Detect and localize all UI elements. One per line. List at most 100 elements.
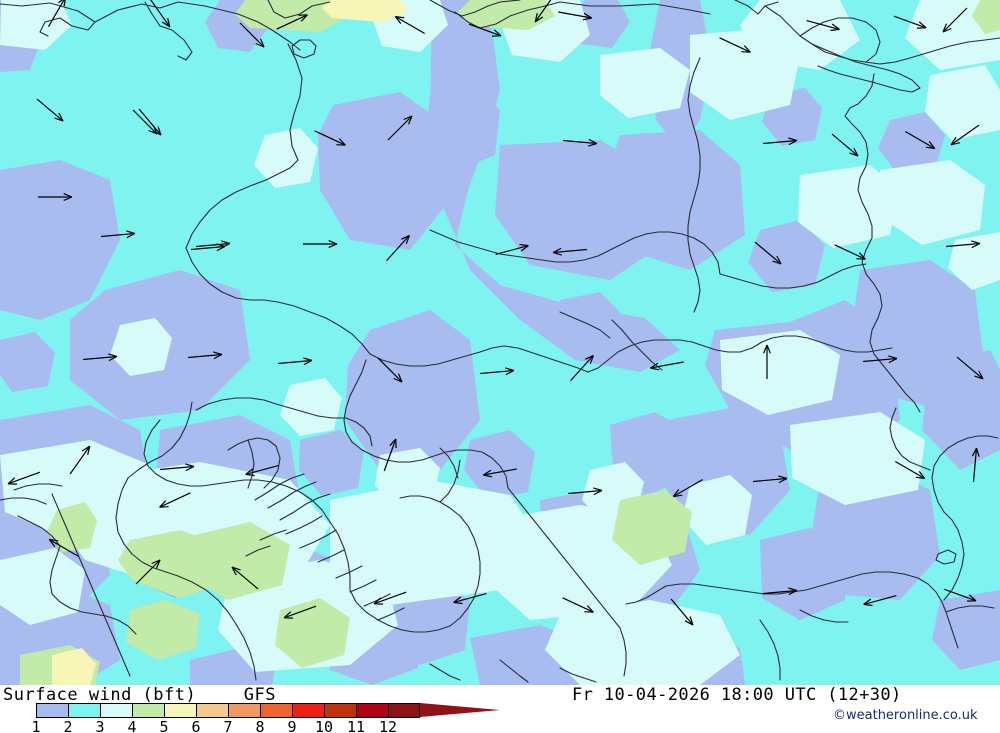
wind-arrow-icon xyxy=(377,357,403,383)
legend-overflow-arrow xyxy=(420,703,500,717)
wind-arrow-icon xyxy=(453,593,487,605)
wind-arrow-icon xyxy=(563,138,598,147)
wind-arrow-icon xyxy=(69,445,91,475)
wind-arrow-icon xyxy=(314,130,346,146)
legend-swatch-10[interactable] xyxy=(324,703,356,718)
wind-arrow-icon xyxy=(719,37,751,53)
wind-arrow-icon xyxy=(670,598,694,626)
copyright-notice: ©weatheronline.co.uk xyxy=(833,708,978,723)
legend-tick-5: 5 xyxy=(159,718,169,733)
legend-model-label: GFS xyxy=(243,685,276,705)
wind-arrow-icon xyxy=(754,241,782,265)
wind-arrow-icon xyxy=(753,475,788,484)
wind-arrow-icon xyxy=(276,14,308,30)
wind-arrow-icon xyxy=(971,447,980,482)
wind-arrow-icon xyxy=(48,538,80,558)
wind-arrow-icon xyxy=(135,559,161,585)
legend-swatch-12[interactable] xyxy=(388,703,420,718)
legend-swatch-2[interactable] xyxy=(68,703,100,718)
forecast-run-info: Fr 10-04-2026 18:00 UTC (12+30) xyxy=(572,685,902,705)
wind-arrow-icon xyxy=(495,243,529,255)
wind-arrow-icon xyxy=(188,351,223,360)
wind-arrow-icon xyxy=(831,133,859,157)
wind-arrow-icon xyxy=(763,344,771,379)
wind-arrow-icon xyxy=(480,367,515,376)
weather-map-canvas[interactable] xyxy=(0,0,1000,685)
legend-tick-7: 7 xyxy=(223,718,233,733)
wind-arrow-icon xyxy=(231,566,259,590)
wind-arrow-icon xyxy=(7,471,41,485)
wind-arrow-icon xyxy=(245,465,279,477)
legend-swatch-1[interactable] xyxy=(36,703,68,718)
wind-arrow-icon xyxy=(38,193,73,201)
wind-arrow-icon xyxy=(863,355,898,364)
wind-direction-arrows xyxy=(7,0,984,626)
legend-tick-labels: 1 2 3 4 5 6 7 8 9 10 11 12 xyxy=(31,718,436,733)
wind-arrow-icon xyxy=(863,595,897,607)
legend-title: Surface wind (bft) GFS xyxy=(3,685,276,705)
country-borders xyxy=(0,0,1000,683)
wind-arrow-icon xyxy=(468,23,502,37)
wind-arrow-icon xyxy=(946,240,981,249)
wind-arrow-icon xyxy=(283,605,317,619)
wind-arrow-icon xyxy=(159,492,191,508)
wind-field-svg xyxy=(0,0,1000,685)
wind-arrow-icon xyxy=(239,22,265,48)
legend-tick-6: 6 xyxy=(191,718,201,733)
wind-arrow-icon xyxy=(562,597,594,613)
wind-arrow-icon xyxy=(534,0,552,23)
legend-color-bar[interactable] xyxy=(36,703,420,718)
wind-level-4-regions xyxy=(20,0,1000,685)
wind-arrow-icon xyxy=(834,244,866,260)
legend-tick-1: 1 xyxy=(31,718,41,733)
wind-arrow-icon xyxy=(101,230,136,239)
legend-tick-10: 10 xyxy=(314,718,334,733)
legend-tick-4: 4 xyxy=(127,718,137,733)
wind-arrow-icon xyxy=(278,357,313,366)
wind-arrow-icon xyxy=(649,361,684,371)
wind-arrow-icon xyxy=(150,0,171,28)
legend-swatch-4[interactable] xyxy=(132,703,164,718)
legend-tick-11: 11 xyxy=(346,718,366,733)
wind-arrow-icon xyxy=(191,243,226,252)
wind-arrow-icon xyxy=(132,109,158,135)
legend-tick-3: 3 xyxy=(95,718,105,733)
wind-arrow-icon xyxy=(83,353,118,362)
wind-level-5-regions xyxy=(52,0,408,685)
legend-tick-8: 8 xyxy=(255,718,265,733)
legend-swatch-7[interactable] xyxy=(228,703,260,718)
wind-arrow-icon xyxy=(558,11,593,21)
legend-swatch-8[interactable] xyxy=(260,703,292,718)
wind-arrow-icon xyxy=(893,15,927,29)
legend-swatch-3[interactable] xyxy=(100,703,132,718)
wind-arrow-icon xyxy=(386,234,410,262)
wind-arrow-icon xyxy=(672,478,704,498)
wind-arrow-icon xyxy=(36,98,64,122)
wind-arrow-icon xyxy=(47,0,66,28)
legend-swatch-11[interactable] xyxy=(356,703,388,718)
wind-arrow-icon xyxy=(942,7,968,33)
wind-arrow-icon xyxy=(894,460,926,480)
wind-arrow-icon xyxy=(383,438,397,472)
wind-arrow-icon xyxy=(956,356,984,380)
wind-arrow-icon xyxy=(943,588,977,602)
wind-arrow-icon xyxy=(552,247,587,256)
legend-swatch-5[interactable] xyxy=(164,703,196,718)
legend-tick-12: 12 xyxy=(378,718,398,733)
wind-arrow-icon xyxy=(570,354,594,382)
wind-arrow-icon xyxy=(763,137,798,146)
wind-arrow-icon xyxy=(763,587,798,596)
legend-swatch-9[interactable] xyxy=(292,703,324,718)
wind-arrow-icon xyxy=(904,130,936,150)
wind-arrow-icon xyxy=(394,15,426,35)
map-footer: Surface wind (bft) GFS 1 2 3 4 5 6 7 8 9 10 11 12 F… xyxy=(0,685,1000,733)
wind-arrow-icon xyxy=(806,20,840,32)
wind-arrow-icon xyxy=(482,468,517,478)
wind-arrow-icon xyxy=(303,240,338,248)
wind-arrow-icon xyxy=(387,115,413,141)
wind-arrow-icon xyxy=(160,463,195,472)
wind-arrow-icon xyxy=(950,124,980,146)
legend-swatch-6[interactable] xyxy=(196,703,228,718)
legend-title-label: Surface wind (bft) xyxy=(3,685,197,705)
